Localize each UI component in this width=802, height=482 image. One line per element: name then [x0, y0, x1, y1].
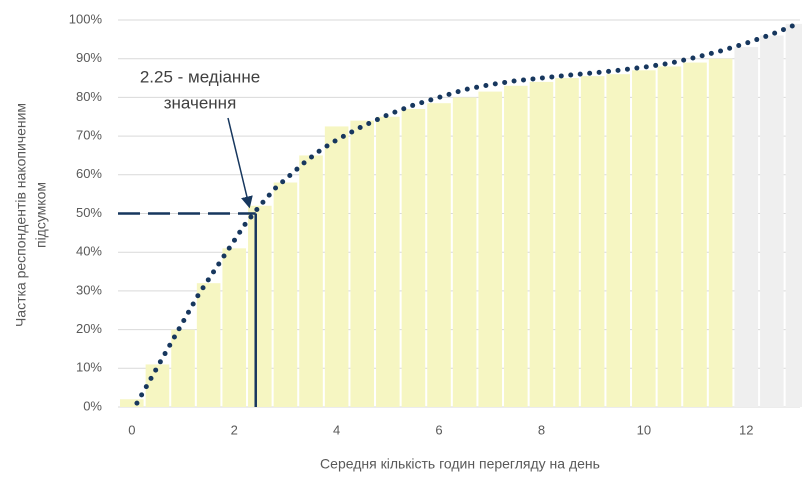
bar [708, 58, 733, 407]
bar [606, 74, 631, 408]
y-tick-label: 20% [76, 321, 102, 336]
bar [350, 120, 375, 408]
y-tick-label: 40% [76, 244, 102, 259]
y-tick-label: 100% [69, 11, 103, 26]
bar [452, 97, 477, 408]
bar [376, 116, 400, 407]
y-tick-label: 70% [76, 128, 102, 143]
bar [401, 109, 426, 407]
annotation-text: значення [164, 93, 237, 112]
annotation-text: 2.25 - медіанне [140, 67, 260, 86]
bar [683, 62, 707, 407]
bar [299, 155, 323, 407]
bar [171, 329, 195, 407]
bar [145, 364, 170, 407]
bar [734, 47, 759, 408]
bar [785, 23, 802, 408]
bar [324, 126, 349, 408]
x-tick-label: 4 [333, 422, 340, 437]
y-tick-label: 10% [76, 360, 102, 375]
x-tick-label: 6 [435, 422, 442, 437]
y-tick-label: 0% [83, 398, 102, 413]
bar [222, 248, 247, 407]
y-tick-label: 30% [76, 282, 102, 297]
bar [555, 78, 579, 408]
bar [248, 205, 272, 407]
y-axis-label: Частка респондентів накопиченим [13, 103, 29, 327]
bar [427, 103, 451, 407]
bar [657, 66, 682, 407]
y-tick-label: 60% [76, 166, 102, 181]
y-tick-label: 90% [76, 50, 102, 65]
bar [273, 182, 298, 407]
bar [120, 399, 144, 407]
bar [760, 35, 784, 407]
x-tick-label: 0 [128, 422, 135, 437]
x-axis-label: Середня кількість годин перегляду на ден… [320, 456, 600, 472]
bar [529, 81, 554, 408]
x-tick-label: 10 [637, 422, 651, 437]
y-axis-label: підсумком [33, 182, 49, 248]
x-tick-label: 8 [538, 422, 545, 437]
bar [478, 91, 503, 407]
bar [196, 283, 221, 407]
y-tick-label: 50% [76, 205, 102, 220]
x-tick-label: 2 [231, 422, 238, 437]
bar [632, 70, 656, 407]
bar [504, 85, 528, 407]
bar [580, 76, 605, 408]
cumulative-curve [134, 21, 800, 406]
x-tick-label: 12 [739, 422, 753, 437]
y-tick-label: 80% [76, 89, 102, 104]
annotation-arrow [227, 117, 253, 209]
